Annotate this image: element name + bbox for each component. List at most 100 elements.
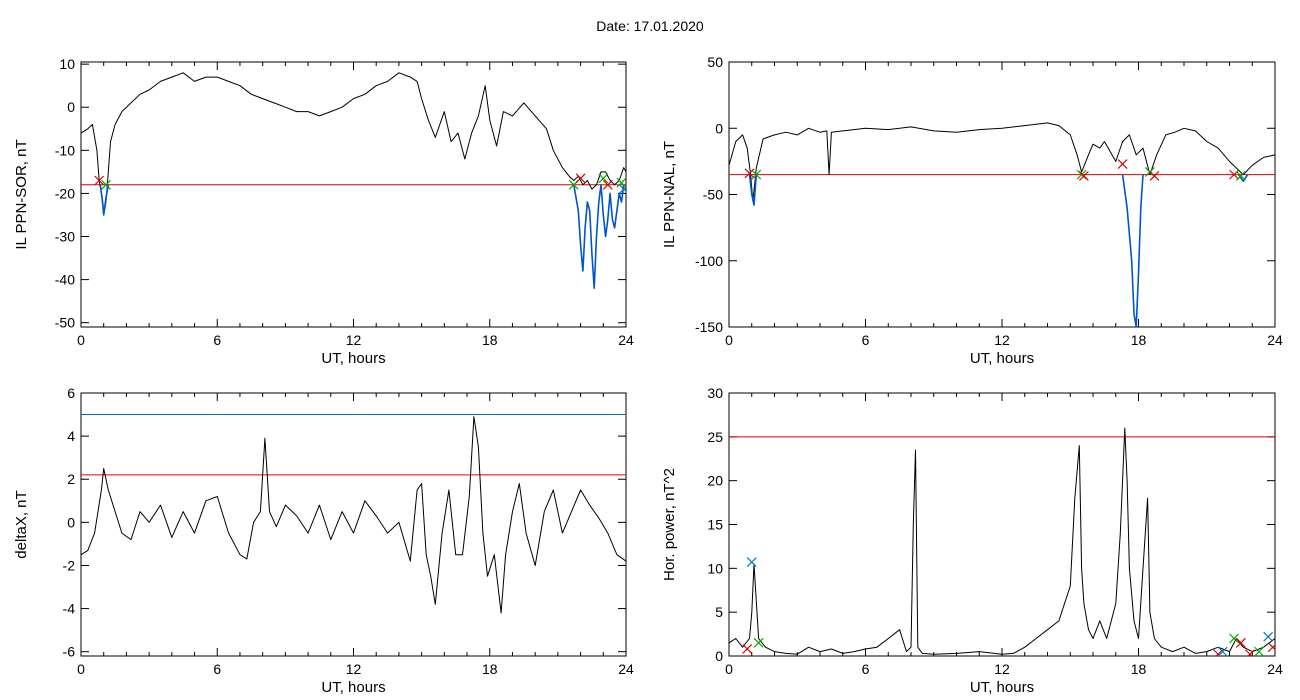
marker-blue [746, 557, 757, 568]
y-tick-label: -50 [703, 187, 723, 203]
marker-red [602, 179, 613, 190]
marker-green [616, 177, 626, 188]
y-tick-label: -4 [63, 601, 76, 617]
x-tick-label: 18 [1131, 661, 1147, 677]
x-tick-label: 6 [862, 661, 870, 677]
y-tick-label: 10 [59, 56, 75, 72]
y-tick-label: 30 [707, 385, 723, 401]
x-tick-label: 12 [994, 332, 1010, 348]
plot-area [729, 427, 1275, 656]
y-axis-label: deltaX, nT [13, 490, 30, 558]
series-line-blue [1121, 174, 1144, 327]
y-tick-label: -30 [55, 229, 75, 245]
chart-panel-hor-power: 0 6 12 18 24 30 25 20 15 10 5 0 UT, hours Hor. power,… [661, 385, 1283, 696]
chart-panel-deltax: 0 6 12 18 24 6 4 2 0 -2 -4 -6 UT, hours deltaX, nT [13, 385, 634, 696]
x-tick-label: 12 [994, 661, 1010, 677]
y-tick-label: -40 [55, 272, 75, 288]
marker-red [1149, 171, 1160, 181]
y-tick-label: 20 [707, 473, 723, 489]
marker-red [1117, 159, 1128, 169]
marker-blue [618, 184, 626, 195]
plot-area [81, 414, 626, 614]
marker-red [94, 175, 105, 186]
x-tick-label: 0 [725, 332, 733, 348]
plot-area [81, 72, 626, 290]
marker-red [1267, 642, 1275, 653]
x-axis-label: UT, hours [321, 350, 385, 367]
marker-green [753, 637, 764, 648]
x-tick-label: 18 [482, 661, 498, 677]
x-tick-label: 6 [862, 332, 870, 348]
plot-area [729, 122, 1275, 327]
x-tick-label: 24 [1267, 661, 1283, 677]
marker-red [1078, 171, 1089, 181]
x-tick-label: 18 [1131, 332, 1147, 348]
x-tick-label: 6 [213, 661, 221, 677]
marker-red [575, 173, 586, 184]
plot-frame [80, 392, 627, 657]
series-line-black [81, 72, 626, 216]
y-tick-label: 10 [707, 560, 723, 576]
y-axis-label: Hor. power, nT^2 [661, 468, 678, 581]
y-tick-label: 50 [707, 54, 723, 70]
x-axis-label: UT, hours [321, 679, 385, 696]
y-tick-label: 4 [67, 428, 75, 444]
chart-panel-il-ppn-sor: 0 6 12 18 24 10 0 -10 -20 -30 -40 -50 UT, hours IL PP… [13, 56, 634, 367]
marker-green [1229, 633, 1239, 644]
series-line-blue [748, 174, 758, 206]
y-tick-label: 5 [715, 604, 723, 620]
x-tick-label: 24 [1267, 332, 1283, 348]
x-tick-label: 0 [725, 661, 733, 677]
y-tick-label: 6 [67, 385, 75, 401]
marker-red [1213, 649, 1224, 656]
series-line-black [81, 416, 626, 614]
plot-frame [728, 61, 1276, 328]
x-tick-label: 12 [346, 332, 362, 348]
x-tick-label: 0 [77, 332, 85, 348]
marker-red [742, 644, 753, 654]
y-tick-label: 0 [715, 120, 723, 136]
y-tick-label: -150 [695, 319, 723, 335]
y-tick-label: -100 [695, 253, 723, 269]
x-tick-label: 24 [618, 332, 634, 348]
marker-red [1235, 637, 1246, 648]
marker-red [1245, 649, 1255, 656]
y-axis-label: IL PPN-NAL, nT [661, 141, 678, 248]
page-title: Date: 17.01.2020 [596, 18, 704, 34]
plot-frame [728, 392, 1276, 657]
x-tick-label: 18 [482, 332, 498, 348]
x-tick-label: 6 [213, 332, 221, 348]
y-tick-label: 0 [67, 514, 75, 530]
y-tick-label: 2 [67, 471, 75, 487]
series-line-blue [573, 184, 625, 290]
plot-frame [80, 61, 627, 328]
chart-panel-il-ppn-nal: 0 6 12 18 24 50 0 -50 -100 -150 UT, hours IL PPN-NA… [661, 54, 1283, 367]
y-tick-label: -2 [63, 557, 76, 573]
y-axis-label: IL PPN-SOR, nT [13, 139, 30, 249]
marker-green [751, 169, 762, 180]
marker-green [1235, 171, 1246, 181]
marker-blue [1217, 646, 1228, 656]
x-tick-label: 12 [346, 661, 362, 677]
y-tick-label: 0 [67, 99, 75, 115]
marker-green [1254, 646, 1264, 656]
y-tick-label: -6 [63, 644, 76, 660]
marker-green [598, 173, 609, 184]
series-line-black [729, 427, 1275, 655]
marker-blue [1263, 631, 1274, 642]
marker-green [101, 179, 111, 190]
y-tick-label: -50 [55, 315, 75, 331]
x-axis-label: UT, hours [970, 679, 1034, 696]
y-tick-label: 15 [707, 517, 723, 533]
y-tick-label: 0 [715, 648, 723, 664]
y-tick-label: -20 [55, 185, 75, 201]
x-tick-label: 0 [77, 661, 85, 677]
x-axis-label: UT, hours [970, 350, 1034, 367]
y-tick-label: -10 [55, 142, 75, 158]
y-tick-label: 25 [707, 429, 723, 445]
series-line-blue [99, 184, 110, 216]
x-tick-label: 24 [618, 661, 634, 677]
marker-green [1076, 169, 1087, 180]
series-line-black [729, 122, 1275, 202]
